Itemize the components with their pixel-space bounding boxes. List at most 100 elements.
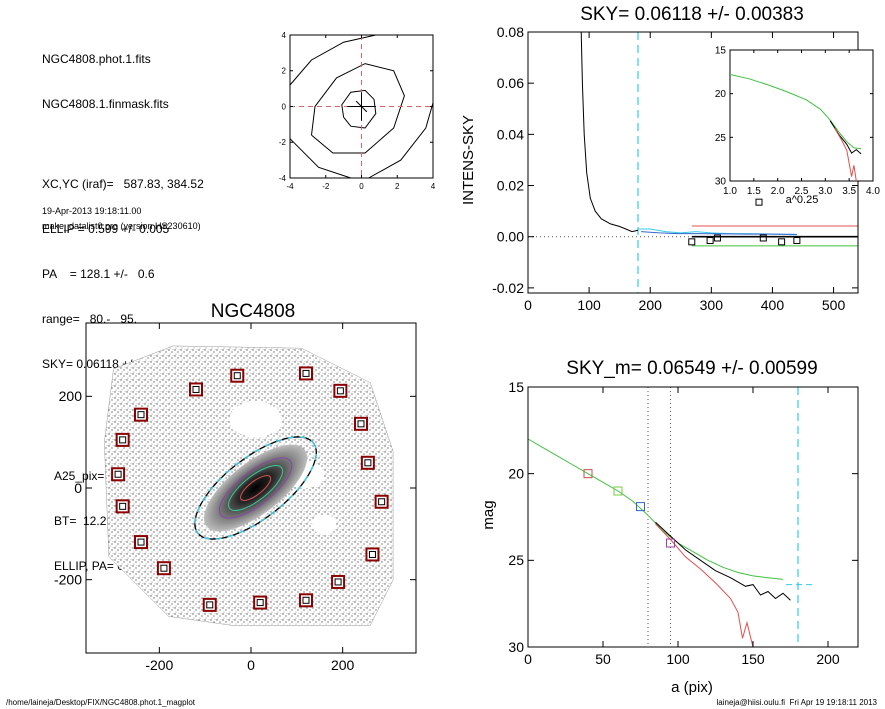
y-tick-label: 20 [508,466,524,482]
x-tick-label: 0 [524,651,532,667]
x-tick-label: 2.5 [795,186,809,197]
contour-line [341,89,377,129]
date-text: 19-Apr-2013 19:18:11.00 [42,206,142,216]
mag-profile-xlabel: a (pix) [671,679,713,695]
x-tick-label: 50 [595,651,611,667]
y-tick-label: 15 [508,379,524,395]
star-mask-box [365,547,380,562]
star-mask-inner [160,564,168,572]
galaxy-isophote [228,465,284,511]
star-mask-inner [378,498,386,506]
star-mask-box [299,366,313,381]
star-mask-box [374,494,389,509]
x-tick-label: 4 [431,182,436,191]
masked-region [229,401,282,438]
star-mask-inner [368,550,376,558]
sky-square-marker [706,237,714,245]
y-tick-label: 30 [715,177,727,188]
sky-chart: SKY= 0.06118 +/- 0.00383 INTENS-SKY 0 100… [460,4,880,313]
star-mask-box [189,382,203,397]
contour-line [289,138,351,179]
sky-square-marker [713,234,721,242]
x-tick-label: 2.0 [771,186,785,197]
mag-profile-ylabel: mag [480,500,497,529]
y-tick-label: -4 [279,174,287,183]
star-mask-box [111,467,126,482]
star-mask-inner [206,601,214,609]
y-tick-label: 0.06 [497,75,524,91]
sky-profile-black [580,31,639,233]
mag-square-marker [636,502,645,512]
x-tick-label: 3.0 [818,186,832,197]
sky-square-marker [688,238,696,246]
file2-text: NGC4808.1.finmask.fits [42,97,169,111]
star-mask-box [230,368,245,383]
x-tick-label: 1.0 [723,186,737,197]
sky-square-marker [759,234,767,242]
contour-line [289,34,376,86]
y-tick-label: 0 [74,480,82,496]
star-mask-inner [233,372,241,380]
star-mask-box [156,561,171,576]
y-tick-label: 0.08 [497,24,524,40]
x-tick-label: 3.5 [842,186,856,197]
y-tick-label: 15 [715,46,727,57]
program-text: make_datalist0.pro (version HS230610) [42,221,201,231]
star-mask-inner [334,578,342,586]
footer-user: laineja@hiisi.oulu.fi Fri Apr 19 19:18:1… [716,698,877,707]
sky-square-marker [755,198,763,206]
mag-green-line [527,438,784,580]
star-mask-inner [114,470,122,478]
star-mask-inner [137,411,145,419]
x-tick-label: 0 [524,297,532,313]
x-tick-label: 2 [395,182,400,191]
sky-square-marker [793,237,801,245]
y-tick-label: 0.04 [497,126,524,142]
x-tick-label: -4 [286,182,294,191]
x-tick-label: 100 [577,297,601,313]
star-mask-inner [357,420,365,428]
x-tick-label: 400 [761,297,785,313]
y-tick-label: -2 [279,138,287,147]
star-mask-inner [192,385,200,393]
y-tick-label: 0.00 [497,229,524,245]
file1-text: NGC4808.phot.1.fits [42,52,151,66]
x-tick-label: 0 [359,182,364,191]
ellip-text: ELLIP = 0.599 +/- 0.005 [42,222,170,236]
star-mask-box [333,383,348,398]
y-tick-label: -0.02 [492,280,524,296]
mag-square-marker [613,486,623,496]
y-tick-label: 25 [715,133,727,144]
x-tick-label: 200 [639,297,663,313]
mag-profile-chart: SKY_m= 0.06549 +/- 0.00599 mag a (pix) 0… [480,358,859,695]
contour-line [311,63,405,154]
star-mask-inner [256,599,264,607]
mag-black-line [655,521,791,601]
mag-square-marker [666,538,675,548]
x-tick-label: 200 [816,651,840,667]
inset-red-line [834,128,857,182]
x-tick-label: 300 [700,297,724,313]
sky-square-marker [778,238,786,246]
star-mask-inner [137,538,145,546]
star-mask-inner [302,596,310,604]
footer-path: /home/laineja/Desktop/FIX/NGC4808.phot.1… [6,698,195,707]
mag-square-marker [583,469,593,479]
galaxy-image-chart: NGC4808 -200 0 200 -200 0 200 [54,301,417,673]
star-mask-inner [336,387,344,395]
galaxy-body [203,444,308,532]
x-tick-label: -200 [145,657,173,673]
pa-text: PA = 128.1 +/- 0.6 [42,267,155,281]
center-contour-chart: -4 -2 0 2 4 -4 -2 0 2 4 [279,31,436,191]
star-mask-box [299,593,313,608]
y-tick-label: 200 [59,388,83,404]
inset-green-line [729,74,862,150]
x-tick-label: 4.0 [866,186,880,197]
galaxy-image-title: NGC4808 [211,301,296,322]
star-mask-inner [364,459,372,467]
mag-profile-title: SKY_m= 0.06549 +/- 0.00599 [566,358,817,379]
y-tick-label: -200 [54,572,82,588]
sky-inset-xlabel: a^0.25 [786,194,819,206]
sky-inset-frame [729,49,874,182]
mag-profile-frame [527,386,859,648]
